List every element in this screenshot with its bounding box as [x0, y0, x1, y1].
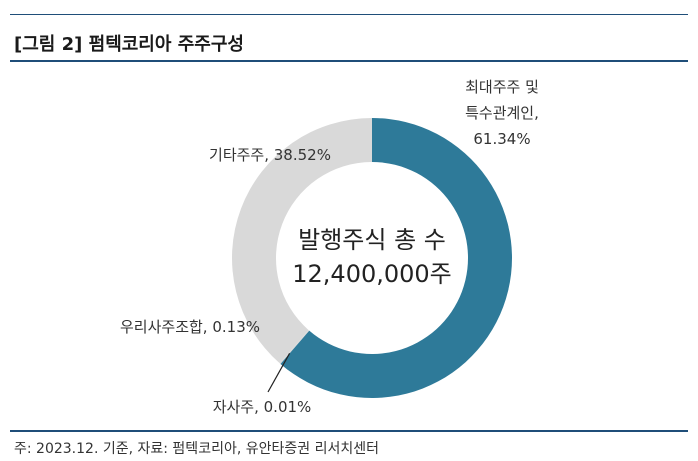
bottom-rule	[10, 430, 688, 432]
source-note: 주: 2023.12. 기준, 자료: 펌텍코리아, 유안타증권 리서치센터	[14, 441, 379, 457]
slice-label-1: 최대주주 및 특수관계인, 61.34%	[465, 78, 539, 148]
slice-label-4: 기타주주, 38.52%	[209, 146, 331, 164]
center-text-1: 발행주식 총 수	[298, 226, 446, 254]
top-rule	[10, 14, 688, 15]
slice-2	[280, 330, 310, 364]
leader-line	[267, 353, 291, 393]
slice-3	[279, 330, 310, 364]
center-text-2: 12,400,000주	[292, 260, 452, 288]
slice-label-2: 자사주, 0.01%	[213, 398, 312, 416]
slice-1	[280, 118, 513, 399]
title-rule	[10, 60, 688, 62]
slice-label-3: 우리사주조합, 0.13%	[120, 318, 260, 336]
figure-title: [그림 2] 펌텍코리아 주주구성	[14, 34, 244, 55]
slice-4	[231, 118, 372, 364]
